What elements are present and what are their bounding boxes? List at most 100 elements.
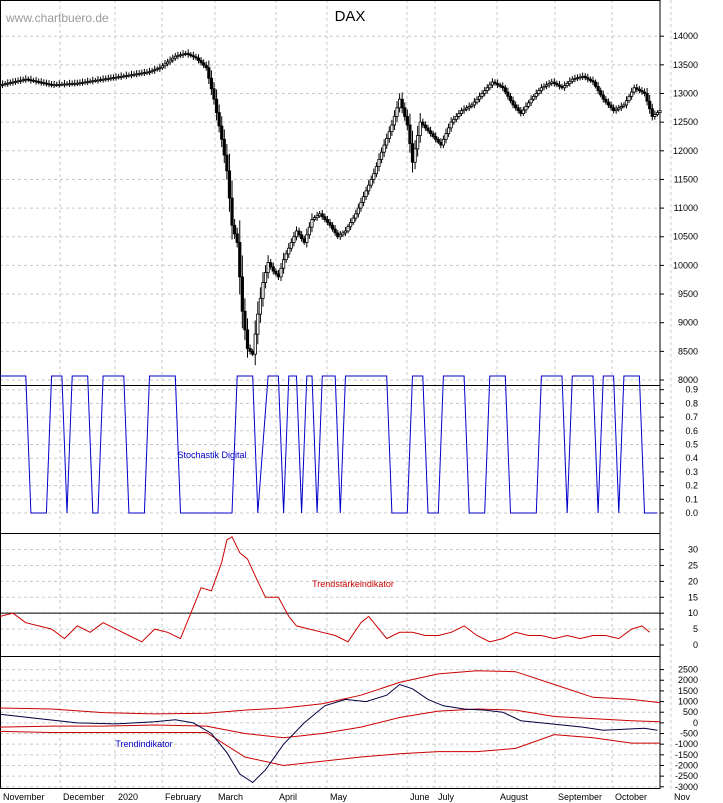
month-label: May xyxy=(330,792,348,802)
price-bar-body xyxy=(26,78,30,81)
price-bar-body xyxy=(619,105,623,109)
stochastik-line xyxy=(0,375,658,514)
price-bar-body xyxy=(560,85,564,89)
price-bar-body xyxy=(521,109,525,114)
price-bar-body xyxy=(418,121,422,136)
price-bar-body xyxy=(552,81,556,84)
price-bar-body xyxy=(31,79,36,82)
price-bar-body xyxy=(382,144,386,153)
price-bar-body xyxy=(480,93,484,97)
price-bar-body xyxy=(423,124,427,129)
price-bar-body xyxy=(294,230,299,238)
price-bar-body xyxy=(88,80,92,83)
price-bar-body xyxy=(599,90,603,96)
price-bar-body xyxy=(416,135,420,150)
price-series xyxy=(0,49,662,366)
y-tick-label: 5 xyxy=(693,624,698,634)
price-bar-body xyxy=(330,224,335,230)
price-bar-body xyxy=(86,81,90,83)
price-bar-body xyxy=(266,262,270,273)
price-bar-body xyxy=(271,266,275,272)
price-bar-body xyxy=(467,105,471,109)
y-tick-label: 12500 xyxy=(673,117,698,127)
price-bar-body xyxy=(611,107,616,112)
trendstaerke-line xyxy=(0,536,651,643)
price-bar-body xyxy=(369,179,373,186)
middle-line-line xyxy=(0,708,661,739)
price-bar-body xyxy=(354,213,358,219)
price-bar-body xyxy=(490,81,495,86)
y-tick-label: 2000 xyxy=(678,675,698,685)
month-label: June xyxy=(410,792,430,802)
price-bar-body xyxy=(351,217,355,223)
price-bar-body xyxy=(565,83,569,87)
price-bar-body xyxy=(372,173,376,180)
price-bar-body xyxy=(320,213,324,218)
price-bar-body xyxy=(114,76,118,79)
price-bar-body xyxy=(37,81,41,83)
price-bar-body xyxy=(235,233,239,243)
price-bar-body xyxy=(217,112,221,127)
month-label: February xyxy=(165,792,202,802)
price-bar-body xyxy=(449,121,453,129)
price-bar-body xyxy=(78,82,82,85)
price-bar-body xyxy=(119,75,123,78)
y-tick-label: 0 xyxy=(693,640,698,650)
price-bar-body xyxy=(140,72,144,75)
price-bar-body xyxy=(75,82,79,85)
price-bar-body xyxy=(57,83,61,86)
y-tick-label: 0.9 xyxy=(685,385,698,395)
price-bar-body xyxy=(220,125,224,140)
price-bar-body xyxy=(302,238,306,243)
price-bar-body xyxy=(498,84,502,87)
price-bar-body xyxy=(457,113,461,117)
price-bar-body xyxy=(349,222,353,228)
price-bar-body xyxy=(124,75,128,77)
price-bar-body xyxy=(227,170,232,199)
price-bar-body xyxy=(488,84,492,89)
price-bar-body xyxy=(240,276,244,312)
price-bar-body xyxy=(106,77,110,80)
price-bar-body xyxy=(202,62,206,66)
month-label: March xyxy=(218,792,243,802)
price-bar-body xyxy=(328,222,332,226)
price-bar-body xyxy=(346,226,350,232)
price-bar-body xyxy=(578,76,582,79)
price-bar-body xyxy=(305,234,309,243)
price-bar-body xyxy=(508,95,513,102)
price-bar-body xyxy=(168,59,172,63)
y-tick-label: 500 xyxy=(683,707,698,717)
price-bar-body xyxy=(403,107,407,117)
price-bar-body xyxy=(472,101,476,106)
price-bar-body xyxy=(279,267,283,278)
price-bar-body xyxy=(178,54,183,57)
price-bar-body xyxy=(493,81,497,84)
price-bar-body xyxy=(642,91,647,94)
price-bar-body xyxy=(122,75,126,78)
price-bar-body xyxy=(0,83,5,86)
price-bar-body xyxy=(73,82,77,85)
price-bar-body xyxy=(359,201,363,209)
price-bar-body xyxy=(591,80,595,83)
month-label: August xyxy=(500,792,529,802)
price-bar-body xyxy=(436,138,440,143)
price-bar-body xyxy=(377,158,381,167)
y-tick-label: 0.0 xyxy=(685,508,698,518)
price-bar-body xyxy=(142,72,146,74)
price-bar-body xyxy=(111,77,116,79)
y-tick-label: 0.1 xyxy=(685,494,698,504)
price-bar-body xyxy=(374,166,379,175)
price-bar-body xyxy=(601,94,605,100)
price-bar-body xyxy=(583,75,587,79)
y-tick-label: 0.3 xyxy=(685,467,698,477)
price-bar-body xyxy=(230,197,234,226)
price-bar-body xyxy=(207,67,211,79)
price-bar-body xyxy=(392,116,397,126)
y-tick-label: 0.4 xyxy=(685,453,698,463)
price-bar-body xyxy=(526,102,531,107)
price-bar-body xyxy=(83,81,87,84)
price-bar-body xyxy=(204,64,208,69)
price-bar-body xyxy=(653,114,657,117)
price-bar-body xyxy=(477,95,482,100)
y-tick-label: 11000 xyxy=(674,203,698,213)
